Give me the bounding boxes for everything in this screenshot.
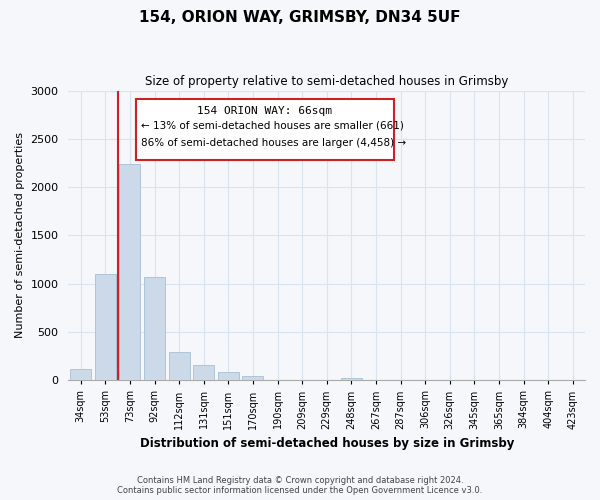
Bar (119, 164, 140, 380)
Text: ← 13% of semi-detached houses are smaller (661): ← 13% of semi-detached houses are smalle… (141, 121, 404, 131)
X-axis label: Distribution of semi-detached houses by size in Grimsby: Distribution of semi-detached houses by … (140, 437, 514, 450)
Y-axis label: Number of semi-detached properties: Number of semi-detached properties (15, 132, 25, 338)
Text: 86% of semi-detached houses are larger (4,458) →: 86% of semi-detached houses are larger (… (141, 138, 406, 148)
Bar (341, 378, 362, 380)
Text: 154 ORION WAY: 66sqm: 154 ORION WAY: 66sqm (197, 106, 332, 117)
Bar (242, 376, 263, 380)
Text: Contains HM Land Registry data © Crown copyright and database right 2024.
Contai: Contains HM Land Registry data © Crown c… (118, 476, 482, 495)
Title: Size of property relative to semi-detached houses in Grimsby: Size of property relative to semi-detach… (145, 75, 508, 88)
Bar (169, 352, 190, 380)
Bar (193, 366, 214, 380)
Text: 154, ORION WAY, GRIMSBY, DN34 5UF: 154, ORION WAY, GRIMSBY, DN34 5UF (139, 10, 461, 25)
Bar (144, 277, 165, 380)
Bar (70, 368, 91, 380)
FancyBboxPatch shape (136, 99, 394, 160)
Bar (95, 274, 116, 380)
Bar (218, 372, 239, 380)
